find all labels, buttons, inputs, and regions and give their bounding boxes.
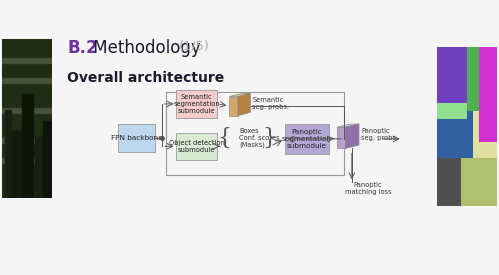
Bar xyxy=(118,124,155,152)
Text: Panoptic
matching loss: Panoptic matching loss xyxy=(345,182,391,195)
Bar xyxy=(473,111,497,158)
Polygon shape xyxy=(230,97,238,116)
Bar xyxy=(43,122,52,198)
Bar xyxy=(22,94,33,198)
Polygon shape xyxy=(337,127,345,148)
Bar xyxy=(12,131,21,198)
Polygon shape xyxy=(230,93,250,97)
Text: Semantic
seg. probs.: Semantic seg. probs. xyxy=(252,97,289,111)
Polygon shape xyxy=(345,124,359,148)
Bar xyxy=(437,47,467,111)
Bar xyxy=(479,47,497,142)
Bar xyxy=(437,158,461,206)
Bar xyxy=(461,158,497,206)
Text: B.2: B.2 xyxy=(67,39,98,57)
Text: Methodology: Methodology xyxy=(87,39,206,57)
Text: Panoptic
seg. probs.: Panoptic seg. probs. xyxy=(361,128,398,141)
Text: Semantic
segmentation
submodule: Semantic segmentation submodule xyxy=(173,94,220,114)
Text: (1/5): (1/5) xyxy=(178,39,209,52)
Polygon shape xyxy=(238,93,250,116)
Text: Boxes
Conf. scores
(Masks): Boxes Conf. scores (Masks) xyxy=(240,128,280,148)
Text: }: } xyxy=(262,127,276,149)
Bar xyxy=(437,111,473,158)
Text: FPN backbone: FPN backbone xyxy=(111,135,163,141)
Bar xyxy=(166,92,344,175)
Bar xyxy=(5,110,11,198)
Bar xyxy=(467,47,497,111)
Bar xyxy=(437,103,467,119)
Bar xyxy=(177,133,217,160)
Text: {: { xyxy=(218,127,232,149)
Polygon shape xyxy=(337,124,359,127)
Bar xyxy=(177,90,217,118)
Text: Object detection
submodule: Object detection submodule xyxy=(169,140,225,153)
Bar xyxy=(35,138,42,198)
Text: Overall architecture: Overall architecture xyxy=(67,71,224,85)
Bar xyxy=(285,124,329,154)
Text: Panoptic
segmentation
submodule: Panoptic segmentation submodule xyxy=(282,129,332,149)
